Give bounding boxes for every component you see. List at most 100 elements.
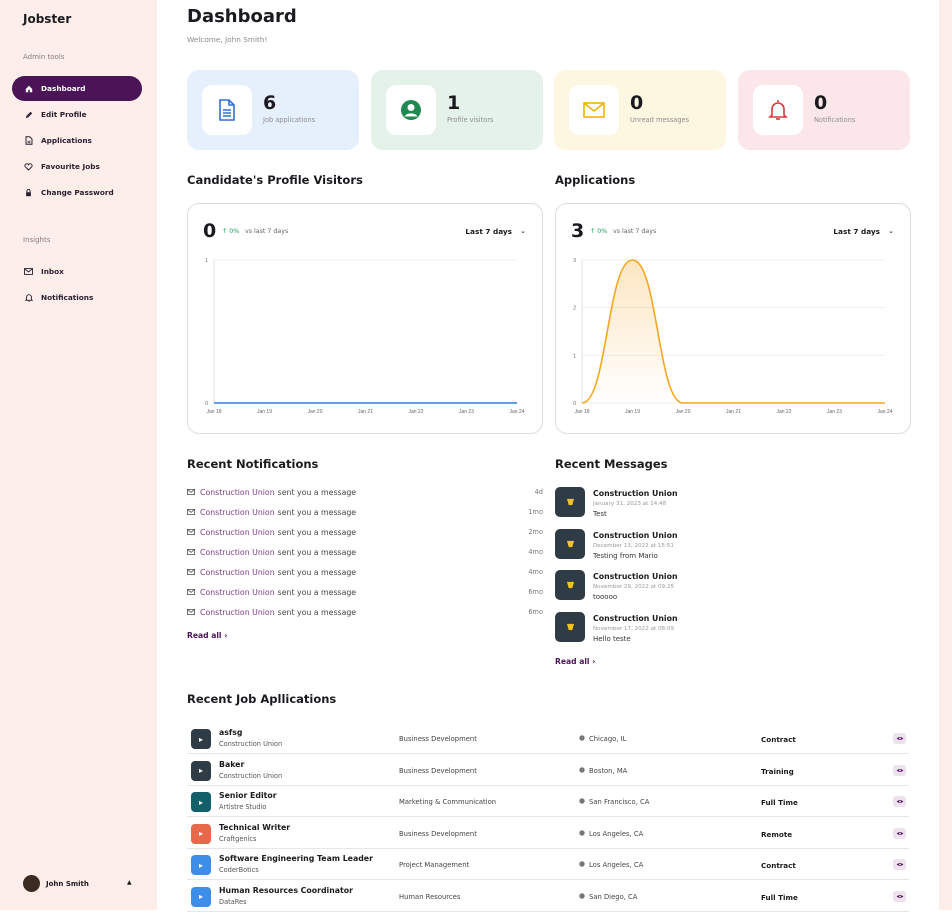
notification-sender[interactable]: Construction Union (200, 487, 275, 497)
notification-item[interactable]: Construction Union sent you a message 2m… (187, 525, 543, 539)
applications-total: 3 (571, 220, 585, 242)
stat-card-profile-visitors[interactable]: 1 Profile visitors (371, 70, 543, 150)
notification-age: 4d (534, 488, 543, 496)
table-row[interactable]: ▸ Baker Construction Union Business Deve… (187, 755, 909, 786)
sidebar-item-edit-profile[interactable]: Edit Profile (12, 102, 142, 127)
sidebar-item-label: Notifications (41, 293, 94, 302)
notification-age: 2mo (528, 528, 543, 536)
stat-card-unread-messages[interactable]: 0 Unread messages (554, 70, 726, 150)
sidebar-item-dashboard[interactable]: Dashboard (12, 76, 142, 101)
message-item[interactable]: Construction Union November 29, 2022 at … (555, 570, 905, 606)
job-company: Construction Union (219, 771, 283, 780)
table-row[interactable]: ▸ asfsg Construction Union Business Deve… (187, 723, 909, 754)
table-row[interactable]: ▸ Human Resources Coordinator DataRes Hu… (187, 881, 909, 912)
view-icon[interactable] (893, 859, 906, 870)
table-row[interactable]: ▸ Technical Writer Craftgenics Business … (187, 818, 909, 849)
job-title[interactable]: Software Engineering Team Leader (219, 854, 373, 863)
message-item[interactable]: Construction Union January 31, 2023 at 1… (555, 487, 905, 523)
view-icon[interactable] (893, 890, 906, 902)
stat-value: 6 (263, 92, 277, 114)
chevron-right-icon: › (592, 657, 596, 666)
y-tick-label: 2 (573, 306, 576, 312)
notification-sender[interactable]: Construction Union (200, 567, 275, 577)
chevron-down-icon[interactable]: ⌄ (888, 227, 894, 235)
sidebar-item-favourite-jobs[interactable]: Favourite Jobs (12, 154, 142, 179)
stat-card-notifications[interactable]: 0 Notifications (738, 70, 910, 150)
user-menu[interactable]: John Smith (23, 875, 89, 892)
job-type: Remote (761, 829, 793, 839)
location-text: Los Angeles, CA (589, 829, 644, 838)
notification-item[interactable]: Construction Union sent you a message 6m… (187, 605, 543, 619)
job-title[interactable]: Technical Writer (219, 822, 291, 832)
app-logo[interactable]: Jobster (23, 12, 72, 26)
message-item[interactable]: Construction Union December 13, 2022 at … (555, 529, 905, 565)
stat-value: 0 (814, 92, 828, 114)
stat-value: 0 (630, 92, 644, 114)
notification-sender[interactable]: Construction Union (200, 587, 275, 597)
mail-icon (187, 509, 195, 515)
sidebar-item-change-password[interactable]: Change Password (12, 180, 142, 205)
job-location: San Francisco, CA (579, 798, 649, 806)
notification-text: sent you a message (277, 487, 357, 497)
chevron-down-icon[interactable]: ⌄ (520, 227, 526, 235)
stat-card-job-applications[interactable]: 6 Job applications (187, 70, 359, 150)
scrollbar[interactable] (939, 0, 952, 910)
message-item[interactable]: Construction Union November 17, 2022 at … (555, 612, 905, 648)
company-logo (555, 529, 585, 559)
job-title[interactable]: Baker (219, 759, 245, 769)
range-select[interactable]: Last 7 days (833, 227, 880, 236)
location-text: Boston, MA (589, 766, 628, 775)
change-caption: vs last 7 days (613, 228, 657, 235)
sidebar-item-notifications[interactable]: Notifications (12, 285, 142, 310)
sidebar-item-label: Edit Profile (41, 110, 87, 119)
sidebar: Jobster Admin tools Dashboard Edit Profi… (0, 0, 157, 910)
company-logo: ▸ (191, 823, 211, 844)
notification-item[interactable]: Construction Union sent you a message 4d (187, 485, 543, 499)
job-type: Contract (761, 861, 796, 870)
range-select[interactable]: Last 7 days (465, 227, 512, 236)
notification-sender[interactable]: Construction Union (200, 507, 275, 517)
view-icon[interactable] (893, 827, 906, 839)
globe-icon (579, 861, 585, 869)
notification-age: 1mo (528, 508, 543, 516)
x-tick-label: Jan 22 (408, 409, 423, 415)
sidebar-item-label: Favourite Jobs (41, 162, 100, 171)
stat-label: Job applications (263, 116, 316, 124)
notification-item[interactable]: Construction Union sent you a message 4m… (187, 565, 543, 579)
sidebar-item-label: Change Password (41, 188, 114, 197)
table-row[interactable]: ▸ Senior Editor Artistre Studio Marketin… (187, 786, 909, 817)
company-logo: ▸ (191, 886, 211, 907)
job-type: Contract (761, 735, 796, 744)
notification-sender[interactable]: Construction Union (200, 527, 275, 537)
view-icon[interactable] (893, 796, 906, 807)
table-row[interactable]: ▸ Software Engineering Team Leader Coder… (187, 849, 909, 880)
job-title[interactable]: asfsg (219, 728, 243, 737)
x-tick-label: Jan 22 (776, 409, 791, 415)
sidebar-item-applications[interactable]: Applications (12, 128, 142, 153)
notifications-read-all[interactable]: Read all › (187, 631, 227, 640)
view-icon[interactable] (893, 733, 906, 744)
message-date: November 17, 2022 at 08:09 (593, 626, 675, 632)
messages-read-all[interactable]: Read all › (555, 657, 595, 666)
read-all-label: Read all (555, 657, 590, 666)
message-preview: tooooo (593, 593, 618, 601)
job-title[interactable]: Human Resources Coordinator (219, 885, 353, 895)
stat-label: Profile visitors (447, 116, 494, 124)
job-title[interactable]: Senior Editor (219, 791, 277, 800)
section-insights: Insights (23, 236, 51, 244)
notification-item[interactable]: Construction Union sent you a message 6m… (187, 585, 543, 599)
job-department: Business Development (399, 735, 477, 743)
bell-icon (753, 85, 803, 135)
notification-item[interactable]: Construction Union sent you a message 4m… (187, 545, 543, 559)
notification-sender[interactable]: Construction Union (200, 547, 275, 557)
globe-icon (579, 766, 585, 775)
company-logo: ▸ (191, 729, 211, 749)
sidebar-item-inbox[interactable]: Inbox (12, 259, 142, 284)
notification-age: 4mo (528, 548, 543, 556)
view-icon[interactable] (893, 764, 906, 776)
visitors-total: 0 (203, 220, 217, 242)
notification-sender[interactable]: Construction Union (200, 607, 275, 617)
company-logo: ▸ (191, 855, 211, 875)
caret-up-icon[interactable]: ▲ (127, 879, 132, 886)
notification-item[interactable]: Construction Union sent you a message 1m… (187, 505, 543, 519)
